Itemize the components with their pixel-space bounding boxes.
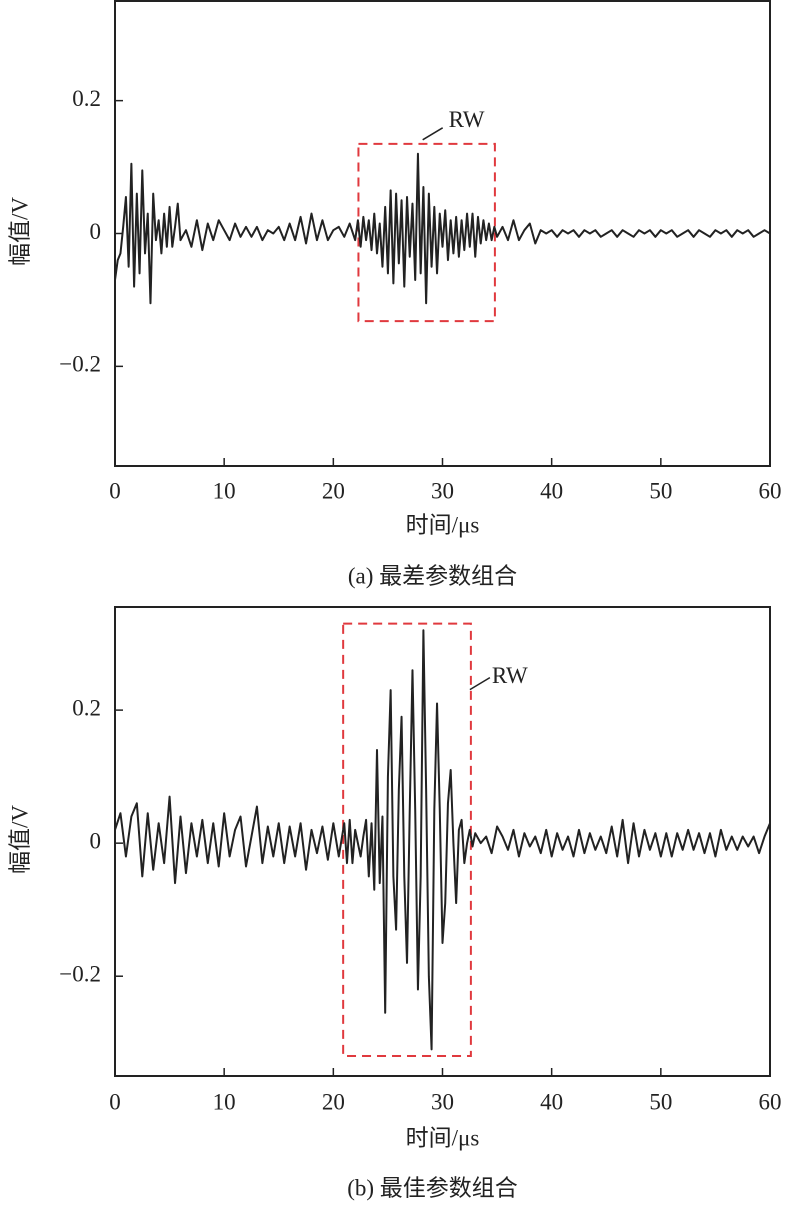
y-tick-label: −0.2 [59, 961, 101, 986]
x-axis-label: 时间/μs [406, 512, 480, 537]
x-tick-label: 30 [431, 1089, 454, 1114]
y-tick-label: 0 [90, 219, 102, 244]
signal-line [114, 629, 771, 1051]
x-tick-label: 20 [322, 1089, 345, 1114]
y-tick-label: −0.2 [59, 352, 101, 377]
x-tick-label: 20 [322, 478, 345, 503]
x-tick-label: 40 [540, 478, 563, 503]
x-tick-label: 50 [649, 1089, 672, 1114]
x-tick-label: 10 [213, 478, 236, 503]
y-tick-label: 0 [90, 828, 102, 853]
y-axis-label: 幅值/V [7, 805, 32, 874]
leader-line [422, 127, 444, 141]
caption: (a) 最差参数组合 [348, 563, 517, 588]
y-axis-label: 幅值/V [7, 197, 32, 266]
caption: (b) 最佳参数组合 [347, 1175, 518, 1200]
leader-line [469, 676, 491, 691]
x-tick-label: 10 [213, 1089, 236, 1114]
region-box [342, 622, 472, 1058]
x-tick-label: 0 [109, 1089, 121, 1114]
x-axis-label: 时间/μs [406, 1125, 480, 1150]
x-tick-label: 60 [759, 1089, 782, 1114]
x-tick-label: 30 [431, 478, 454, 503]
x-tick-label: 0 [109, 478, 121, 503]
x-tick-label: 60 [759, 478, 782, 503]
x-tick-label: 40 [540, 1089, 563, 1114]
y-tick-label: 0.2 [72, 695, 101, 720]
plot-frame [114, 606, 771, 1077]
region-label: RW [492, 663, 528, 688]
x-tick-label: 50 [649, 478, 672, 503]
signal-line [114, 152, 771, 305]
y-tick-label: 0.2 [72, 86, 101, 111]
region-label: RW [449, 107, 485, 132]
